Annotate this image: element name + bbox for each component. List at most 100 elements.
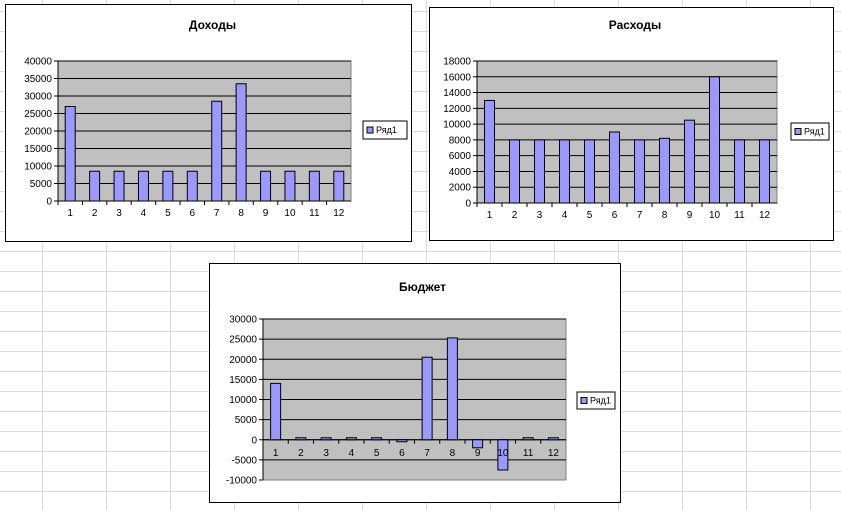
y-tick-label: 8000 xyxy=(449,135,472,146)
bar xyxy=(421,356,433,441)
x-tick-label: 2 xyxy=(92,208,98,219)
legend-label: Ряд1 xyxy=(804,127,825,137)
x-tick-label: 4 xyxy=(349,448,355,459)
y-tick-label: 10000 xyxy=(24,162,52,173)
budget-chart: Бюджет -10000 -5000 0 5000 10000 15000 20000 250… xyxy=(209,263,621,503)
x-tick-label: 7 xyxy=(424,448,430,459)
bar xyxy=(522,437,534,441)
x-tick-label: 8 xyxy=(238,208,244,219)
bar xyxy=(295,437,307,441)
legend-label: Ряд1 xyxy=(376,125,397,135)
y-tick-label: -10000 xyxy=(226,476,258,487)
bar xyxy=(472,439,484,449)
y-tick-label: 40000 xyxy=(24,57,52,68)
x-tick-label: 2 xyxy=(298,448,304,459)
x-tick-label: 1 xyxy=(487,210,493,221)
x-tick-label: 11 xyxy=(523,448,534,459)
y-tick-label: 2000 xyxy=(449,183,472,194)
bar xyxy=(709,76,720,204)
x-tick-label: 12 xyxy=(548,448,560,459)
bar xyxy=(260,170,272,202)
y-tick-label: 0 xyxy=(465,199,471,210)
y-tick-label: 30000 xyxy=(229,315,257,326)
bar xyxy=(308,170,320,202)
y-tick-label: 14000 xyxy=(443,88,471,99)
x-tick-label: 10 xyxy=(497,448,509,459)
bar xyxy=(559,139,570,204)
bar xyxy=(345,437,357,441)
x-tick-label: 9 xyxy=(263,208,269,219)
y-tick-label: 5000 xyxy=(235,415,258,426)
x-tick-label: 7 xyxy=(214,208,220,219)
expenses-chart: Расходы 0 2000 4000 6000 8000 10000 12000 14000 1… xyxy=(429,7,834,241)
budget-chart-svg: Бюджет -10000 -5000 0 5000 10000 15000 20000 250… xyxy=(226,280,616,487)
bar xyxy=(584,139,595,204)
x-tick-label: 7 xyxy=(637,210,643,221)
y-tick-label: 4000 xyxy=(449,167,472,178)
bar xyxy=(759,139,770,204)
bar xyxy=(235,83,247,202)
x-tick-label: 11 xyxy=(309,208,320,219)
bar xyxy=(371,437,383,441)
y-tick-label: 35000 xyxy=(24,74,52,85)
x-tick-label: 8 xyxy=(450,448,456,459)
y-tick-label: 25000 xyxy=(229,335,257,346)
y-tick-label: 12000 xyxy=(443,104,471,115)
bar xyxy=(547,437,559,441)
expenses-chart-svg: Расходы 0 2000 4000 6000 8000 10000 12000 14000 1… xyxy=(443,18,830,221)
y-tick-label: 0 xyxy=(46,197,52,208)
y-tick-label: 10000 xyxy=(229,395,257,406)
bar xyxy=(113,170,125,202)
x-tick-label: 6 xyxy=(399,448,405,459)
bar xyxy=(162,170,174,202)
legend-swatch xyxy=(794,128,802,135)
x-tick-label: 1 xyxy=(273,448,279,459)
y-tick-label: 15000 xyxy=(24,144,52,155)
x-tick-label: 10 xyxy=(709,210,721,221)
y-tick-label: 5000 xyxy=(30,179,53,190)
bar xyxy=(89,170,101,202)
bar xyxy=(396,439,408,443)
x-tick-label: 3 xyxy=(537,210,543,221)
bar xyxy=(333,170,345,202)
chart-title: Доходы xyxy=(189,18,236,32)
bar xyxy=(497,439,509,471)
x-tick-label: 12 xyxy=(759,210,771,221)
x-tick-label: 4 xyxy=(141,208,147,219)
x-tick-label: 4 xyxy=(562,210,568,221)
x-tick-label: 3 xyxy=(116,208,122,219)
chart-title: Расходы xyxy=(609,18,661,32)
x-tick-label: 3 xyxy=(323,448,329,459)
bar xyxy=(609,131,620,204)
bar xyxy=(137,170,149,202)
x-tick-label: 10 xyxy=(284,208,296,219)
x-tick-label: 6 xyxy=(612,210,618,221)
bar xyxy=(684,119,695,204)
x-tick-label: 5 xyxy=(587,210,593,221)
bar xyxy=(446,337,458,441)
y-tick-label: 18000 xyxy=(443,57,471,68)
legend-swatch xyxy=(580,397,588,404)
x-tick-label: 12 xyxy=(333,208,345,219)
bar xyxy=(64,106,76,202)
y-tick-label: 20000 xyxy=(24,127,52,138)
bar xyxy=(734,139,745,204)
bar xyxy=(534,139,545,204)
chart-title: Бюджет xyxy=(399,280,446,294)
y-tick-label: 0 xyxy=(251,435,257,446)
x-tick-label: 9 xyxy=(475,448,481,459)
plot-area xyxy=(476,60,778,204)
y-tick-label: 6000 xyxy=(449,151,472,162)
bar xyxy=(284,170,296,202)
x-tick-label: 6 xyxy=(190,208,196,219)
y-tick-label: 16000 xyxy=(443,72,471,83)
legend-box xyxy=(576,391,616,410)
bar xyxy=(211,100,223,202)
x-tick-label: 11 xyxy=(734,210,745,221)
income-chart-svg: Доходы 0 5000 10000 15000 20000 25000 30000 3500… xyxy=(24,18,408,219)
x-tick-label: 8 xyxy=(662,210,668,221)
legend-label: Ряд1 xyxy=(590,396,611,406)
y-tick-label: -5000 xyxy=(231,455,257,466)
bar xyxy=(484,99,495,204)
income-chart: Доходы 0 5000 10000 15000 20000 25000 30000 3500… xyxy=(5,4,412,242)
